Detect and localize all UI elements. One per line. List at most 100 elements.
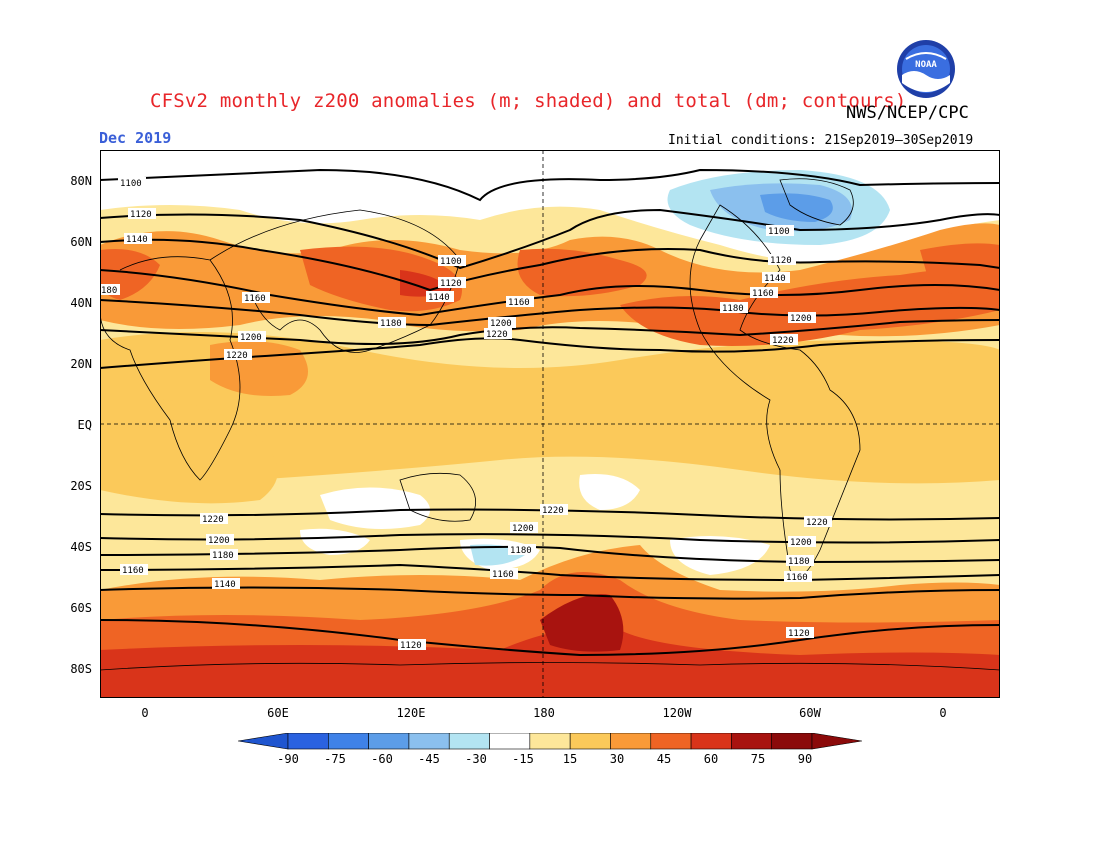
colorbar-tick-m45: -45 [418, 752, 440, 766]
colorbar-cell-5 [489, 733, 531, 750]
contour-1120-sh [100, 619, 1000, 657]
label-1140-a: 1140 [126, 235, 148, 245]
shade-pacific-south-white [670, 536, 770, 575]
shade-pacific-jet [517, 248, 647, 297]
shade-indian-south-white [300, 528, 370, 555]
label-1120-d: 1120 [400, 641, 422, 651]
colorbar-cell-4 [448, 733, 490, 750]
coast-antarctica [100, 662, 1000, 671]
noaa-logo-text: NOAA [915, 60, 937, 70]
label-1180-c: 1180 [722, 304, 744, 314]
colorbar-tick-m90: -90 [277, 752, 299, 766]
colorbar-cell-10 [690, 733, 732, 750]
label-1160-e: 1160 [492, 570, 514, 580]
lon-label-0-west: 0 [141, 706, 149, 720]
label-1200-a: 1200 [240, 333, 262, 343]
label-1120-e: 1120 [788, 629, 810, 639]
colorbar-tick-60: 60 [703, 752, 719, 766]
contour-1140-sh [100, 586, 1000, 600]
colorbar [238, 733, 862, 750]
shade-tropics [100, 332, 1000, 484]
label-1120-a: 1120 [130, 210, 152, 220]
contour-1220 [100, 337, 1000, 369]
colorbar-tick-30: 30 [609, 752, 625, 766]
colorbar-cell-3 [408, 733, 450, 750]
label-1220-a: 1220 [226, 351, 248, 361]
colorbar-cell-7 [569, 733, 611, 750]
anomaly-shading [100, 150, 1000, 698]
colorbar-cell-0 [287, 733, 329, 750]
lon-label-60e: 60E [267, 706, 289, 720]
label-1220-e: 1220 [542, 506, 564, 516]
lat-label-40n: 40N [70, 296, 92, 310]
lat-label-60s: 60S [70, 601, 92, 615]
lat-label-60n: 60N [70, 235, 92, 249]
colorbar-cell-2 [368, 733, 410, 750]
colorbar-tick-m60: -60 [371, 752, 393, 766]
colorbar-cell-1 [328, 733, 369, 750]
label-1200-c: 1200 [790, 314, 812, 324]
lat-label-80n: 80N [70, 174, 92, 188]
label-1200-d: 1200 [208, 536, 230, 546]
anomaly-map: 1100 1100 1100 1120 1120 1120 1120 1120 … [100, 150, 1000, 698]
chart-title: CFSv2 monthly z200 anomalies (m; shaded)… [150, 90, 907, 112]
label-1160-d: 1160 [122, 566, 144, 576]
contour-1200-sh [100, 533, 1000, 544]
noaa-logo: NOAA [897, 40, 955, 98]
shade-south-pacific-white [579, 474, 640, 510]
forecast-month: Dec 2019 [99, 129, 172, 147]
label-1160-f: 1160 [786, 573, 808, 583]
coast-australia [399, 472, 477, 522]
label-1220-d: 1220 [202, 515, 224, 525]
lon-label-0-east: 0 [939, 706, 947, 720]
lat-label-20s: 20S [70, 479, 92, 493]
label-1180-d: 1180 [212, 551, 234, 561]
label-1100-b: 1100 [440, 257, 462, 267]
coast-africa-europe [100, 256, 241, 481]
label-1220-b: 1220 [486, 330, 508, 340]
label-1120-c: 1120 [770, 256, 792, 266]
lat-label-eq: EQ [77, 418, 92, 432]
colorbar-cells [287, 733, 813, 750]
map-border [100, 150, 1000, 698]
contour-1160-sh [100, 563, 1000, 582]
colorbar-tick-90: 90 [797, 752, 813, 766]
coast-greenland [779, 178, 854, 226]
shade-sh-darkred [540, 594, 624, 652]
lat-label-80s: 80S [70, 662, 92, 676]
height-contours [100, 168, 1000, 657]
shade-japan-red [400, 270, 450, 297]
label-1100-c: 1100 [768, 227, 790, 237]
contour-1180-sh [100, 545, 1000, 564]
lat-label-20n: 20N [70, 357, 92, 371]
colorbar-tick-45: 45 [656, 752, 672, 766]
label-1180-b: 1180 [380, 319, 402, 329]
contour-1140 [100, 238, 1000, 292]
lat-label-40s: 40S [70, 540, 92, 554]
contour-1180 [100, 299, 1000, 327]
colorbar-cell-12 [771, 733, 813, 750]
colorbar-tick-75: 75 [750, 752, 766, 766]
label-1200-b: 1200 [490, 319, 512, 329]
label-1160-c: 1160 [752, 289, 774, 299]
colorbar-cell-6 [529, 733, 571, 750]
lon-label-180: 180 [533, 706, 555, 720]
initial-conditions: Initial conditions: 21Sep2019–30Sep2019 [668, 133, 974, 148]
label-1180-f: 1180 [788, 557, 810, 567]
colorbar-tick-15: 15 [562, 752, 578, 766]
colorbar-cold-arrow [238, 733, 289, 750]
label-1160-a: 1160 [244, 294, 266, 304]
contour-1120 [100, 208, 1000, 270]
lon-label-60w: 60W [799, 706, 821, 720]
label-1180-a: 180 [101, 286, 117, 296]
colorbar-cell-9 [650, 733, 692, 750]
label-1220-c: 1220 [772, 336, 794, 346]
contour-1100 [100, 168, 1000, 202]
colorbar-tick-m75: -75 [324, 752, 346, 766]
colorbar-tick-m15: -15 [512, 752, 534, 766]
label-1200-e: 1200 [512, 524, 534, 534]
shade-canada-midblue [760, 193, 833, 222]
contour-labels: 1100 1100 1100 1120 1120 1120 1120 1120 … [100, 177, 832, 651]
label-1100-a: 1100 [120, 179, 142, 189]
label-1120-b: 1120 [440, 279, 462, 289]
